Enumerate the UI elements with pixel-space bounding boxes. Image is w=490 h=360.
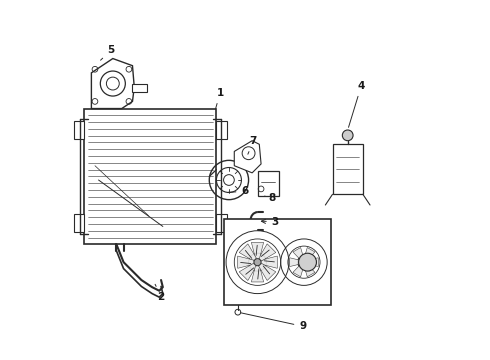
Text: 8: 8 xyxy=(265,193,275,203)
Polygon shape xyxy=(290,258,301,267)
Text: 9: 9 xyxy=(241,313,306,331)
Polygon shape xyxy=(259,264,276,280)
Bar xyxy=(132,84,147,93)
Polygon shape xyxy=(239,244,256,261)
Polygon shape xyxy=(238,256,254,268)
Polygon shape xyxy=(304,248,315,260)
Text: 2: 2 xyxy=(155,284,165,302)
Text: 3: 3 xyxy=(261,217,279,227)
Text: 1: 1 xyxy=(216,88,223,109)
Polygon shape xyxy=(307,258,318,267)
Polygon shape xyxy=(259,244,276,261)
Circle shape xyxy=(343,130,353,141)
Polygon shape xyxy=(234,141,261,173)
Bar xyxy=(333,144,363,194)
Bar xyxy=(74,214,84,232)
Bar xyxy=(258,171,279,196)
Text: 5: 5 xyxy=(100,45,115,60)
Text: 7: 7 xyxy=(248,136,257,154)
Polygon shape xyxy=(239,264,256,280)
Text: 4: 4 xyxy=(348,81,365,127)
Bar xyxy=(217,214,227,232)
Polygon shape xyxy=(251,266,264,282)
Bar xyxy=(217,121,227,139)
Text: 6: 6 xyxy=(228,186,249,196)
Polygon shape xyxy=(251,242,264,258)
Polygon shape xyxy=(92,59,134,109)
Polygon shape xyxy=(293,248,304,260)
Bar xyxy=(84,109,217,244)
Circle shape xyxy=(298,253,317,271)
Bar xyxy=(223,219,331,305)
Polygon shape xyxy=(304,264,315,277)
Bar xyxy=(74,121,84,139)
Polygon shape xyxy=(293,264,304,277)
Polygon shape xyxy=(261,256,277,268)
Circle shape xyxy=(254,258,261,266)
